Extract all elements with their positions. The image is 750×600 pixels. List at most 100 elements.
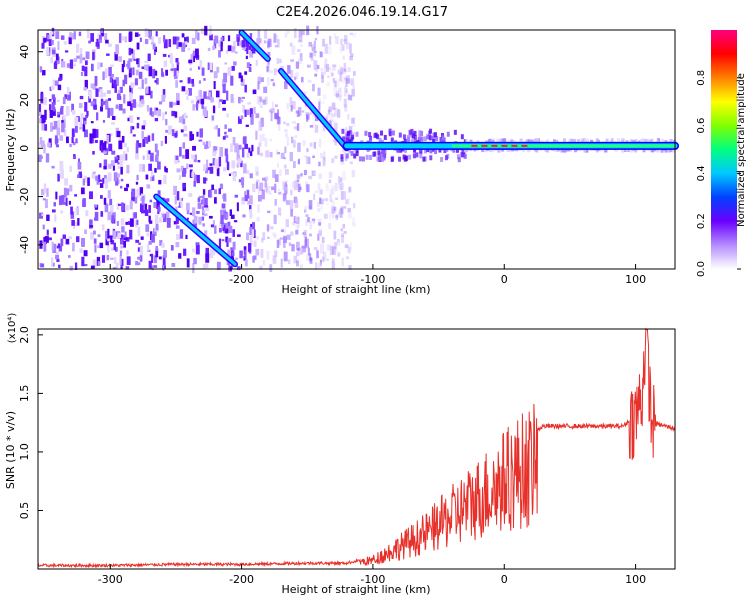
band-cell [373, 151, 377, 157]
noise-cell [150, 176, 153, 182]
noise-cell [144, 28, 149, 37]
noise-cell [317, 233, 320, 241]
noise-cell [238, 41, 242, 46]
noise-cell [84, 66, 88, 77]
noise-cell [348, 94, 353, 100]
noise-cell [315, 262, 318, 270]
noise-cell [239, 99, 244, 103]
noise-cell [213, 39, 217, 49]
noise-cell [227, 35, 231, 42]
noise-cell [178, 42, 182, 47]
noise-cell [257, 29, 261, 38]
noise-cell [138, 71, 143, 79]
noise-cell [264, 138, 268, 147]
noise-cell [94, 76, 98, 86]
noise-cell [81, 65, 85, 72]
noise-cell [255, 113, 260, 119]
noise-cell [296, 224, 301, 227]
noise-cell [44, 124, 48, 131]
noise-cell [162, 112, 165, 121]
noise-cell [235, 257, 239, 261]
noise-cell [296, 179, 300, 183]
band-cell [365, 154, 369, 160]
noise-cell [244, 259, 248, 267]
noise-cell [253, 240, 257, 247]
noise-cell [39, 66, 43, 73]
noise-cell [306, 184, 310, 193]
noise-cell [162, 265, 165, 271]
noise-cell [347, 67, 351, 72]
noise-cell [248, 195, 253, 205]
noise-cell [120, 166, 123, 175]
noise-cell [184, 41, 188, 46]
noise-cell [277, 152, 281, 155]
noise-cell [73, 31, 76, 39]
noise-cell [60, 35, 65, 40]
band-cell [429, 128, 433, 134]
noise-cell [341, 44, 345, 51]
noise-cell [38, 111, 42, 116]
band-cell [353, 153, 357, 159]
noise-cell [134, 220, 137, 226]
noise-cell [92, 98, 97, 108]
noise-cell [312, 83, 315, 92]
noise-cell [89, 191, 93, 200]
band-cell [441, 135, 445, 141]
noise-cell [290, 231, 294, 236]
noise-cell [153, 51, 156, 56]
noise-cell [80, 71, 84, 76]
noise-cell [135, 181, 139, 185]
noise-cell [156, 199, 160, 210]
noise-cell [327, 45, 332, 55]
noise-cell [39, 212, 44, 219]
noise-cell [56, 127, 61, 136]
noise-cell [205, 253, 210, 263]
noise-cell [230, 247, 235, 252]
noise-cell [97, 33, 101, 43]
noise-cell [138, 33, 141, 37]
noise-cell [329, 245, 334, 255]
noise-cell [183, 248, 187, 256]
noise-cell [51, 165, 55, 169]
noise-cell [192, 104, 196, 111]
noise-cell [107, 190, 111, 199]
band-cell [446, 131, 450, 137]
noise-cell [349, 55, 353, 61]
band-cell [410, 139, 414, 145]
noise-cell [309, 142, 313, 147]
noise-cell [104, 141, 108, 144]
noise-cell [286, 103, 290, 109]
noise-cell [227, 66, 231, 76]
noise-cell [116, 93, 121, 100]
band-cell [358, 156, 362, 162]
band-cell [656, 147, 660, 153]
band-cell [348, 133, 352, 139]
noise-cell [44, 109, 47, 120]
noise-cell [60, 105, 64, 109]
noise-cell [305, 111, 309, 117]
band-cell [431, 135, 435, 141]
noise-cell [283, 157, 286, 160]
noise-cell [328, 120, 332, 124]
noise-cell [108, 66, 112, 77]
noise-cell [306, 148, 309, 153]
noise-cell [92, 83, 97, 90]
noise-cell [156, 78, 159, 85]
noise-cell [226, 90, 229, 101]
noise-cell [135, 239, 140, 243]
noise-cell [107, 43, 112, 47]
noise-cell [41, 42, 45, 49]
noise-cell [104, 68, 108, 79]
noise-cell [232, 172, 236, 181]
noise-cell [99, 140, 104, 150]
band-cell [364, 130, 368, 136]
noise-cell [339, 65, 342, 72]
noise-cell [236, 266, 241, 271]
band-cell [432, 139, 436, 145]
noise-cell [117, 165, 121, 169]
noise-cell [195, 244, 200, 255]
noise-cell [272, 232, 276, 237]
band-cell [616, 138, 620, 144]
noise-cell [136, 42, 140, 50]
noise-cell [157, 109, 162, 117]
